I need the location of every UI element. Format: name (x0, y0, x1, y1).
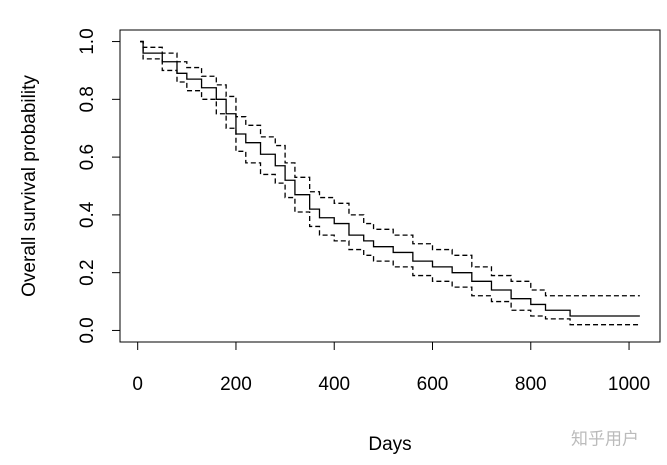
y-tick-label: 1.0 (77, 28, 98, 54)
x-tick-label: 1000 (608, 374, 650, 395)
y-tick-label: 0.4 (77, 201, 98, 228)
watermark: 知乎用户 (571, 429, 639, 448)
y-tick-label: 0.8 (77, 86, 98, 112)
plot-frame (119, 29, 661, 343)
x-tick-label: 800 (515, 374, 547, 395)
survival-line (140, 40, 640, 326)
x-tick-label: 600 (417, 374, 449, 395)
x-tick-label: 200 (220, 374, 252, 395)
x-tick-label: 0 (132, 374, 143, 395)
x-tick-label: 400 (318, 374, 350, 395)
y-axis-label: Overall survival probability (19, 75, 40, 297)
y-tick-label: 0.2 (77, 259, 98, 285)
survival-line (140, 40, 640, 317)
survival-line (140, 40, 640, 297)
x-axis-label: Days (368, 434, 411, 455)
y-tick-label: 0.0 (77, 317, 98, 343)
y-tick-label: 0.6 (77, 144, 98, 170)
